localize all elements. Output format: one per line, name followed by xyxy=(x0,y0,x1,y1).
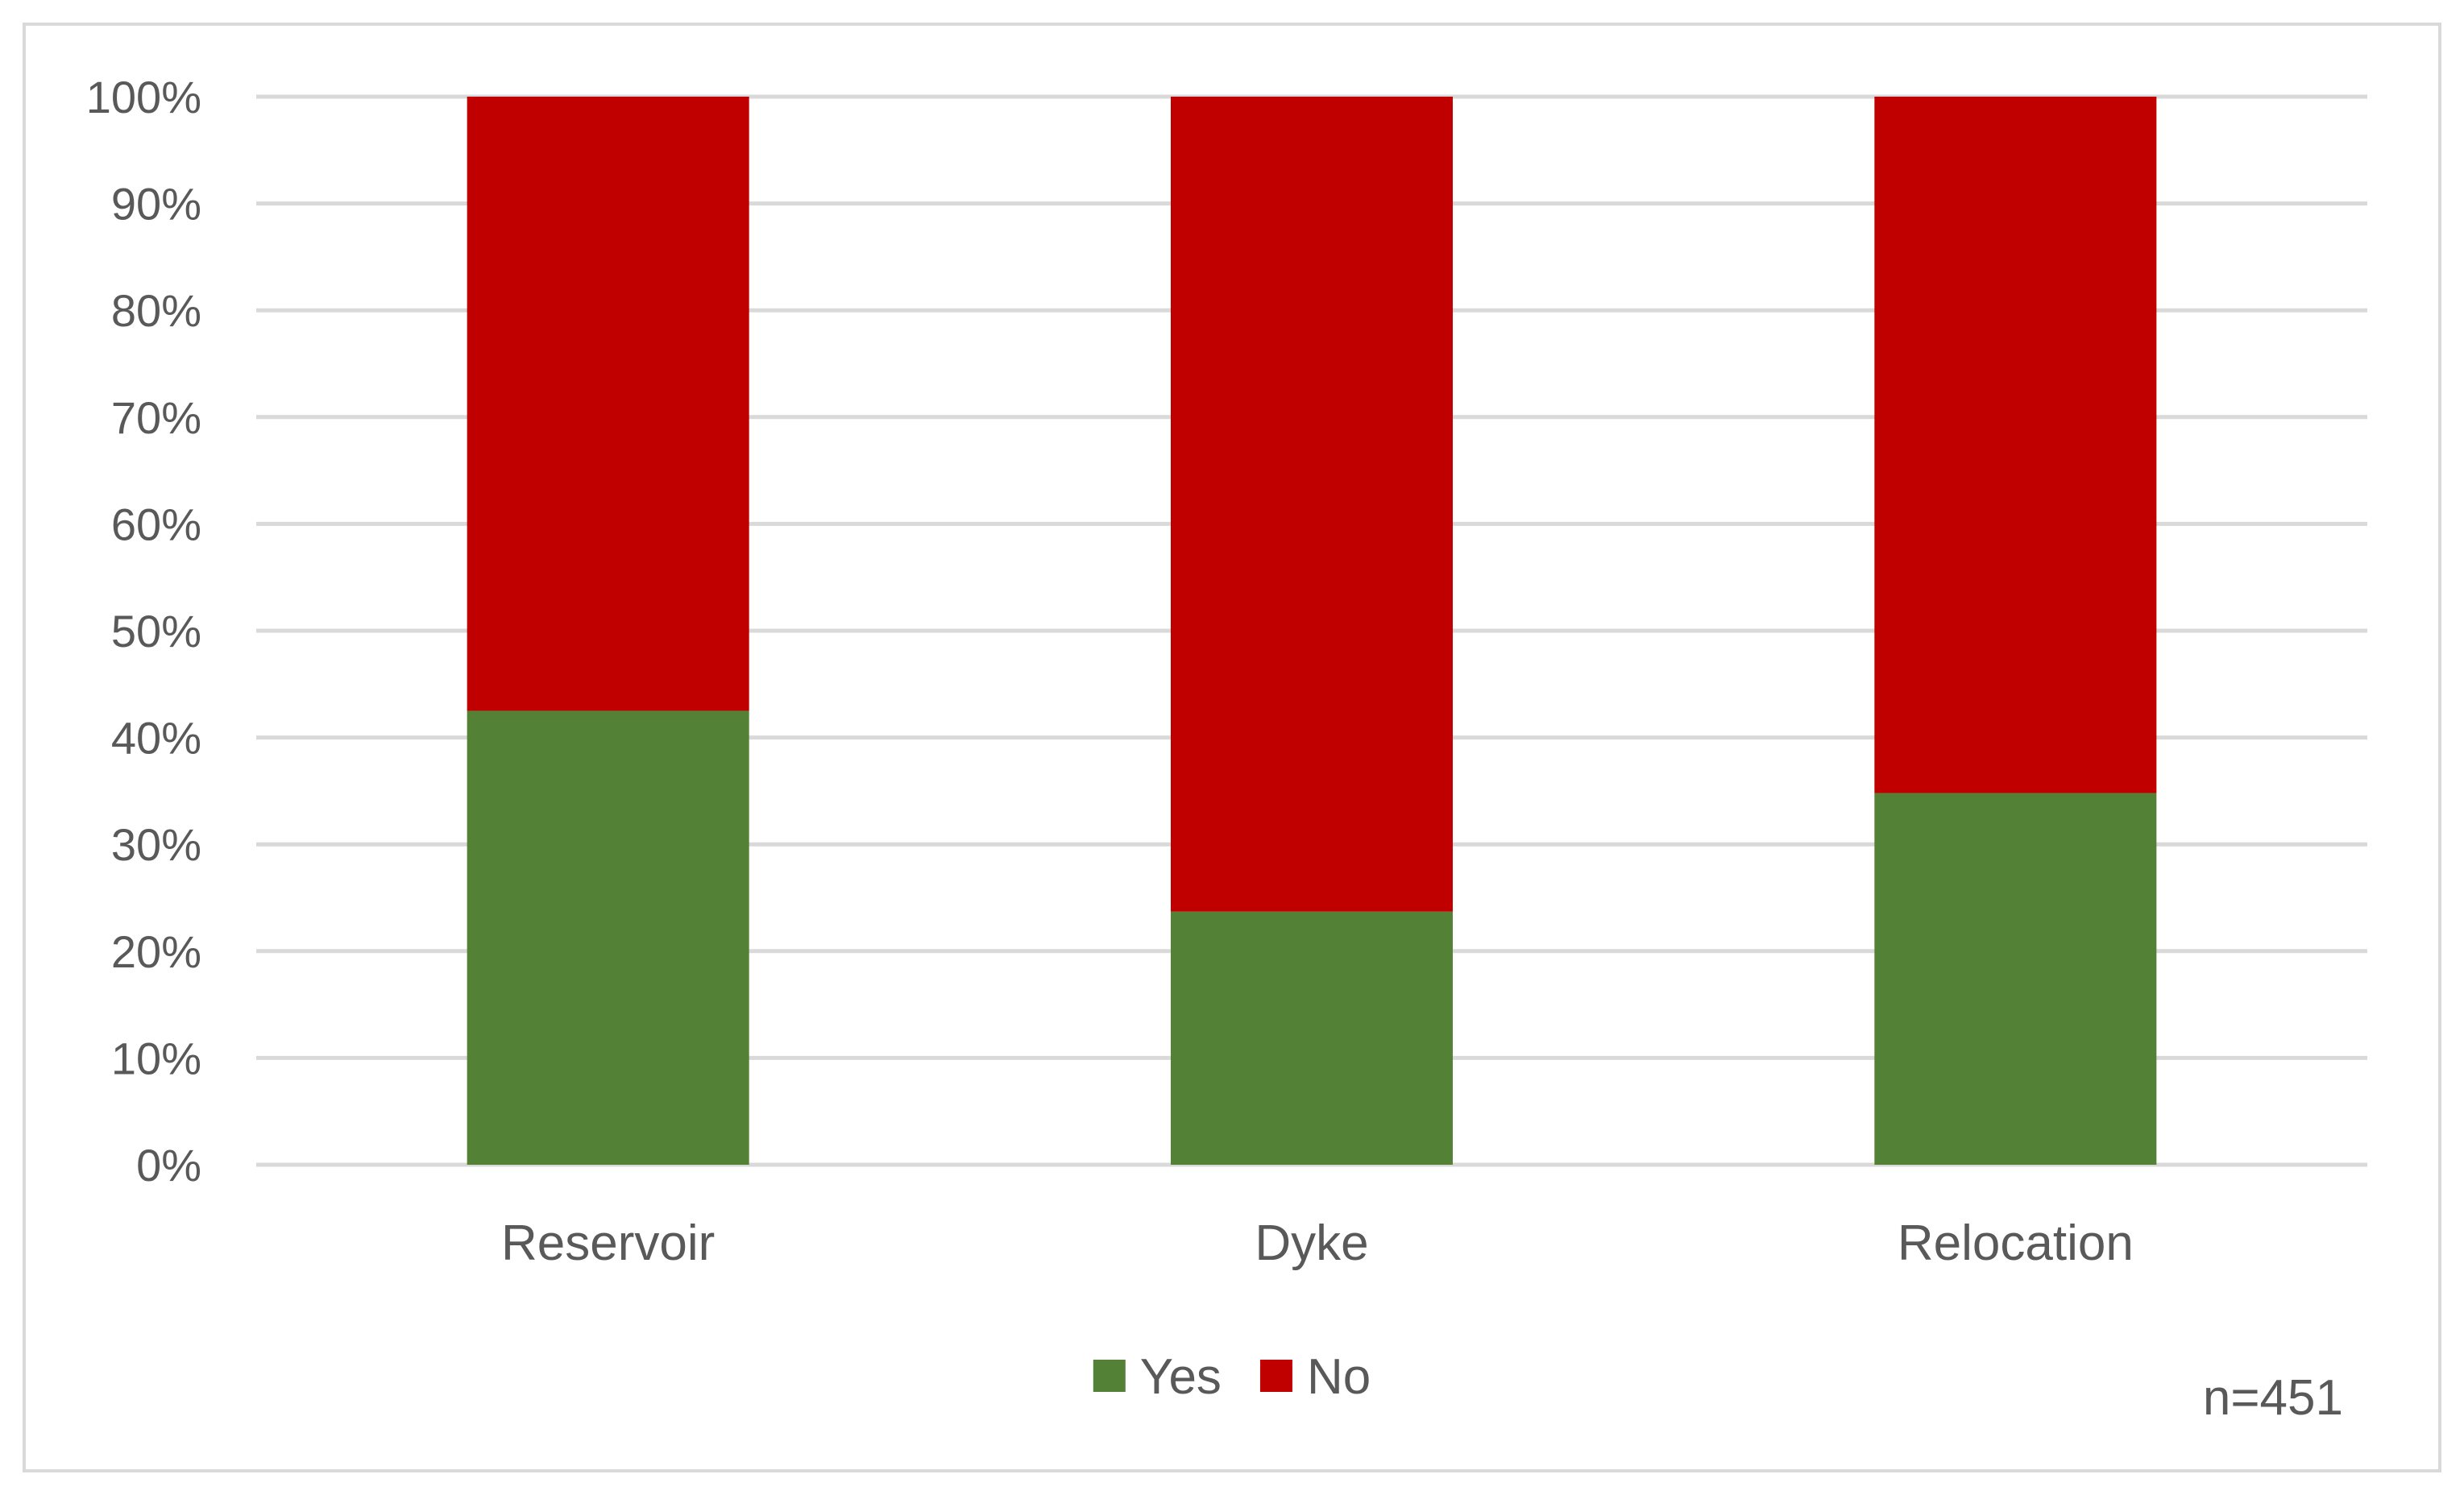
y-tick-label: 60% xyxy=(111,499,201,549)
sample-size-note: n=451 xyxy=(2203,1370,2343,1426)
legend: Yes No xyxy=(1093,1349,1371,1405)
y-tick-label: 0% xyxy=(136,1140,201,1191)
y-tick-label: 50% xyxy=(111,606,201,656)
x-category-label: Reservoir xyxy=(501,1215,715,1271)
x-axis-category-labels: Reservoir Dyke Relocation xyxy=(501,1215,2134,1271)
legend-swatch-no xyxy=(1259,1360,1292,1392)
y-tick-label: 30% xyxy=(111,819,201,870)
bar-yes-relocation xyxy=(1874,793,2157,1165)
y-tick-label: 20% xyxy=(111,926,201,977)
y-axis-tick-labels: 0% 10% 20% 30% 40% 50% 60% 70% 80% 90% 100% xyxy=(86,72,201,1191)
y-tick-label: 70% xyxy=(111,392,201,443)
y-tick-label: 40% xyxy=(111,713,201,764)
bars xyxy=(467,97,2157,1165)
legend-label-no: No xyxy=(1307,1349,1371,1405)
bar-no-dyke xyxy=(1171,97,1453,912)
y-tick-label: 80% xyxy=(111,285,201,336)
legend-swatch-yes xyxy=(1093,1360,1126,1392)
legend-label-yes: Yes xyxy=(1140,1349,1222,1405)
bar-yes-reservoir xyxy=(467,710,749,1165)
bar-no-relocation xyxy=(1874,97,2157,793)
y-tick-label: 90% xyxy=(111,179,201,230)
bar-no-reservoir xyxy=(467,97,749,711)
x-category-label: Relocation xyxy=(1898,1215,2134,1271)
y-tick-label: 100% xyxy=(86,72,201,122)
y-tick-label: 10% xyxy=(111,1033,201,1083)
x-category-label: Dyke xyxy=(1255,1215,1368,1271)
bar-yes-dyke xyxy=(1171,911,1453,1165)
